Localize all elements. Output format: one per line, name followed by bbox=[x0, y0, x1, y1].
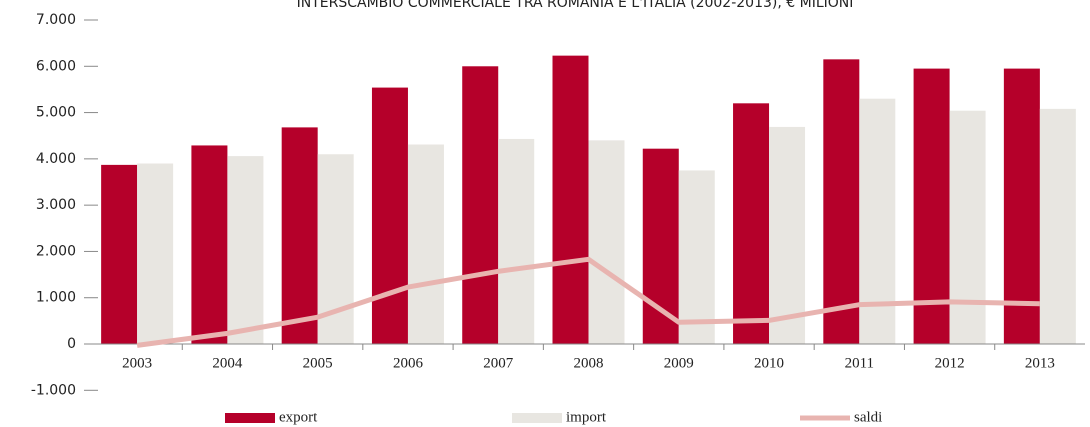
bar bbox=[642, 148, 679, 345]
y-tick-label: -1.000 bbox=[31, 382, 76, 398]
y-tick-label: 5.000 bbox=[36, 105, 76, 121]
bar bbox=[227, 156, 264, 345]
legend-swatch bbox=[225, 413, 275, 423]
legend-label: saldi bbox=[854, 409, 882, 425]
bar bbox=[678, 170, 715, 345]
bar bbox=[913, 68, 950, 345]
y-tick-label: 3.000 bbox=[36, 197, 76, 213]
x-tick-label: 2012 bbox=[935, 355, 965, 371]
bar bbox=[588, 140, 625, 345]
y-tick-label: 6.000 bbox=[36, 58, 76, 74]
x-tick-label: 2008 bbox=[574, 355, 604, 371]
bar bbox=[281, 127, 318, 345]
bar bbox=[823, 59, 860, 345]
y-tick-label: 4.000 bbox=[36, 151, 76, 167]
legend-swatch bbox=[512, 413, 562, 423]
x-tick-label: 2009 bbox=[664, 355, 694, 371]
y-tick-label: 2.000 bbox=[36, 243, 76, 259]
x-tick-label: 2011 bbox=[845, 355, 874, 371]
y-tick-label: 0 bbox=[67, 336, 76, 352]
bar bbox=[733, 103, 770, 345]
x-tick-label: 2010 bbox=[754, 355, 784, 371]
x-tick-label: 2005 bbox=[303, 355, 333, 371]
x-tick-label: 2004 bbox=[212, 355, 243, 371]
bar bbox=[1039, 108, 1076, 345]
bar bbox=[552, 55, 589, 345]
bar bbox=[949, 110, 986, 345]
x-tick-label: 2006 bbox=[393, 355, 424, 371]
bar bbox=[101, 164, 138, 345]
x-tick-label: 2013 bbox=[1025, 355, 1055, 371]
bar bbox=[859, 98, 896, 345]
bar bbox=[462, 66, 499, 345]
bar bbox=[191, 145, 228, 345]
x-tick-label: 2003 bbox=[122, 355, 152, 371]
legend-label: export bbox=[279, 409, 318, 425]
legend-label: import bbox=[566, 409, 607, 425]
bar bbox=[137, 163, 174, 345]
line bbox=[136, 256, 1040, 348]
y-tick-label: 1.000 bbox=[36, 290, 76, 306]
y-tick-label: 7.000 bbox=[36, 12, 76, 28]
bar bbox=[371, 87, 408, 345]
bar bbox=[407, 144, 444, 345]
bar bbox=[1003, 68, 1040, 345]
chart-title: INTERSCAMBIO COMMERCIALE TRA ROMANIA E L… bbox=[297, 0, 854, 11]
bar bbox=[498, 138, 535, 345]
bar bbox=[769, 126, 806, 345]
x-tick-label: 2007 bbox=[483, 355, 514, 371]
